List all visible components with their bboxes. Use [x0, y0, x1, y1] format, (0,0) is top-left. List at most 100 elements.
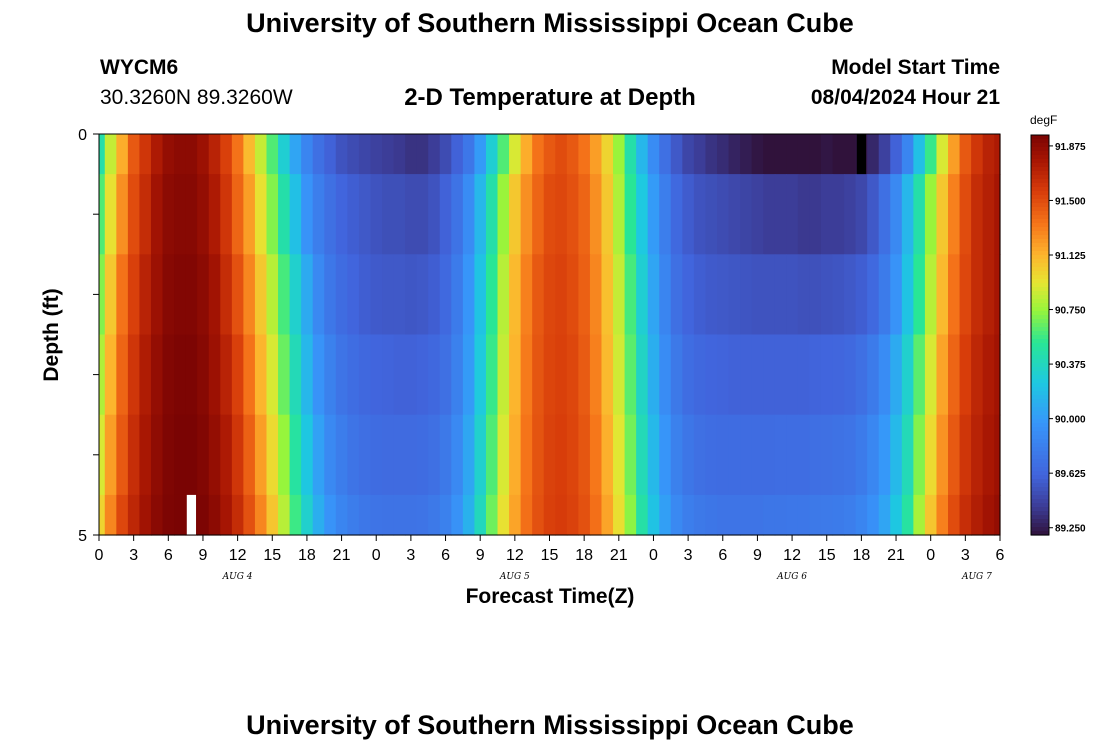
heatmap-cell — [266, 414, 279, 496]
x-tick-label: 6 — [996, 547, 1005, 564]
heatmap-cell — [335, 494, 348, 536]
heatmap-cell — [589, 334, 603, 416]
heatmap-cell — [924, 134, 938, 175]
heatmap-cell — [774, 494, 787, 536]
heatmap-cell — [740, 414, 753, 496]
heatmap-cell — [382, 414, 395, 496]
heatmap-cell — [370, 334, 383, 416]
heatmap-cell — [370, 414, 383, 496]
heatmap-markers — [186, 134, 867, 535]
colorbar-segment — [1031, 511, 1049, 516]
heatmap-cell — [820, 254, 834, 336]
heatmap-cell — [485, 414, 499, 496]
station-coords: 30.3260N 89.3260W — [100, 86, 293, 109]
heatmap-cell — [532, 334, 545, 416]
heatmap-cell — [867, 134, 880, 175]
heatmap-cell — [844, 134, 857, 175]
heatmap-cell — [636, 334, 649, 416]
heatmap-cell — [324, 334, 337, 416]
heatmap-cell — [174, 254, 187, 336]
colorbar-segment — [1031, 267, 1049, 272]
colorbar-segment — [1031, 467, 1049, 472]
heatmap-cell — [693, 494, 707, 536]
heatmap-cell — [913, 334, 926, 416]
x-tick-label: 0 — [649, 547, 658, 564]
heatmap-cell — [913, 494, 926, 536]
heatmap-cell — [994, 494, 1001, 536]
x-tick-label: 0 — [95, 547, 104, 564]
heatmap-cell — [289, 414, 302, 496]
heatmap-cell — [578, 414, 591, 496]
heatmap-cell — [994, 414, 1001, 496]
heatmap-cell — [509, 134, 522, 175]
colorbar-segment — [1031, 463, 1049, 468]
heatmap-cell — [786, 334, 799, 416]
heatmap-cell — [99, 174, 106, 255]
heatmap-cell — [797, 174, 810, 255]
heatmap-cell — [197, 334, 210, 416]
heatmap-cell — [890, 174, 903, 255]
colorbar-segment — [1031, 419, 1049, 424]
heatmap-cell — [647, 334, 660, 416]
heatmap-cell — [948, 254, 961, 336]
heatmap-cell — [948, 174, 961, 255]
heatmap-cell — [428, 494, 441, 536]
x-tick-label: 21 — [887, 547, 905, 564]
heatmap-cell — [99, 254, 106, 336]
y-axis: 05 — [78, 127, 99, 545]
heatmap-cell — [116, 414, 129, 496]
heatmap-cell — [243, 134, 256, 175]
colorbar-segment — [1031, 239, 1049, 244]
colorbar-segment — [1031, 403, 1049, 408]
heatmap-cell — [589, 494, 603, 536]
heatmap-cell — [624, 494, 637, 536]
heatmap-cell — [474, 254, 487, 336]
heatmap-cell — [844, 254, 857, 336]
colorbar-segment — [1031, 423, 1049, 428]
heatmap-cell — [520, 134, 533, 175]
heatmap-cell — [716, 494, 730, 536]
colorbar-segment — [1031, 335, 1049, 340]
heatmap-cell — [162, 134, 175, 175]
heatmap-cell — [324, 414, 337, 496]
heatmap-cell — [405, 414, 418, 496]
x-tick-label: 15 — [541, 547, 559, 564]
heatmap-cell — [174, 334, 187, 416]
heatmap-cell — [878, 174, 891, 255]
heatmap-cell — [728, 334, 741, 416]
x-tick-label: 3 — [684, 547, 693, 564]
heatmap-cell — [220, 494, 233, 536]
heatmap-cell — [208, 174, 221, 255]
colorbar-segment — [1031, 175, 1049, 180]
x-tick-label: 18 — [852, 547, 870, 564]
heatmap-cell — [820, 134, 834, 175]
heatmap-cell — [924, 254, 938, 336]
heatmap-cell — [104, 174, 117, 255]
heatmap-cell — [670, 254, 683, 336]
colorbar-tick-label: 91.125 — [1055, 251, 1086, 262]
colorbar-segment — [1031, 171, 1049, 176]
colorbar-segment — [1031, 235, 1049, 240]
heatmap-cell — [462, 494, 476, 536]
heatmap-cell — [705, 494, 718, 536]
colorbar-segment — [1031, 387, 1049, 392]
heatmap-cell — [936, 174, 949, 255]
colorbar-segment — [1031, 151, 1049, 156]
heatmap-cell — [289, 134, 302, 175]
heatmap-cell — [890, 334, 903, 416]
heatmap-cell — [485, 254, 499, 336]
heatmap-cell — [197, 134, 210, 175]
x-tick-label: 6 — [164, 547, 173, 564]
heatmap-cell — [405, 334, 418, 416]
colorbar-segment — [1031, 475, 1049, 480]
colorbar-segment — [1031, 531, 1049, 536]
heatmap-cell — [116, 134, 129, 175]
heatmap-cell — [728, 254, 741, 336]
heatmap-cell — [890, 254, 903, 336]
heatmap-cell — [231, 254, 244, 336]
colorbar-segment — [1031, 459, 1049, 464]
heatmap-cell — [578, 494, 591, 536]
heatmap-cell — [936, 134, 949, 175]
colorbar-segment — [1031, 183, 1049, 188]
heatmap-cell — [878, 334, 891, 416]
